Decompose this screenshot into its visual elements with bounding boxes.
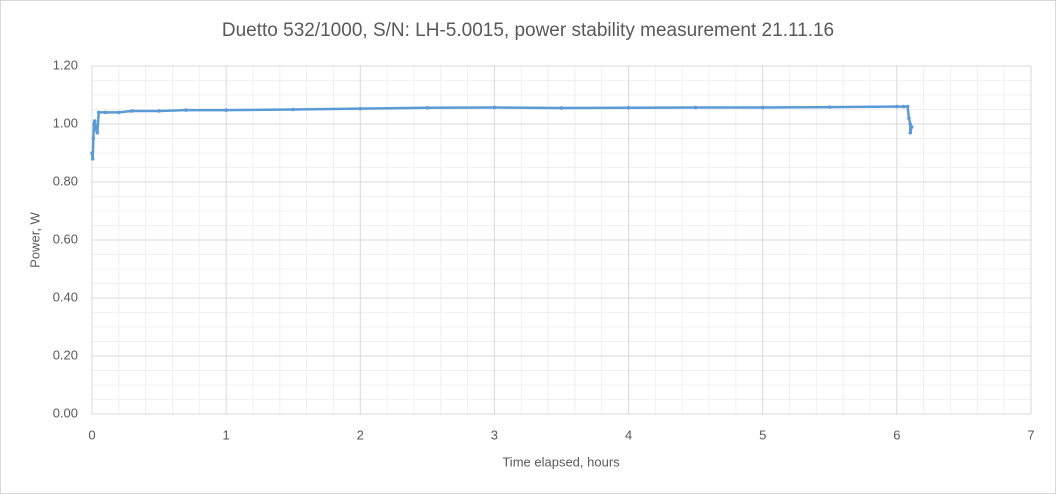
data-point [908,130,913,135]
data-point [91,136,96,141]
x-tick-label: 0 [88,427,95,442]
data-point [92,122,96,126]
x-tick-label: 4 [625,427,632,442]
y-tick-label: 1.00 [53,115,78,130]
data-point [425,105,430,110]
x-axis-title: Time elapsed, hours [502,454,620,469]
y-tick-label: 0.20 [53,347,78,362]
data-point [103,110,108,115]
data-point [358,106,363,111]
data-point [90,157,95,161]
data-point [895,104,899,109]
x-tick-label: 2 [357,427,364,442]
data-point [492,105,497,110]
data-point [92,119,97,123]
x-tick-label: 1 [223,427,230,442]
data-point [907,116,911,120]
data-point [901,104,906,109]
data-point [905,104,910,109]
data-point [760,105,765,110]
data-point [94,128,98,132]
y-tick-label: 1.20 [53,57,78,72]
data-point [224,108,228,112]
x-tick-label: 7 [1027,427,1034,442]
y-tick-label: 0.00 [53,405,78,420]
data-point [827,105,832,109]
x-tick-label: 3 [491,427,498,442]
y-tick-label: 0.40 [53,289,78,304]
x-tick-label: 5 [759,427,766,442]
data-point [130,109,135,113]
y-tick-label: 0.60 [53,231,78,246]
data-point [96,110,101,115]
data-point [909,125,914,129]
data-point [184,108,188,112]
data-point [90,151,94,155]
data-point [693,105,698,110]
data-point [626,105,631,110]
chart-title: Duetto 532/1000, S/N: LH-5.0015, power s… [222,20,834,41]
grid [91,65,1032,415]
data-point [908,122,913,126]
x-tick-label: 6 [893,427,900,442]
data-point [157,109,161,113]
data-point [95,130,100,135]
data-point [291,107,296,112]
y-axis-title: Power, W [27,211,42,267]
data-point [559,106,564,110]
y-tick-label: 0.80 [53,173,78,188]
data-point [117,110,121,115]
